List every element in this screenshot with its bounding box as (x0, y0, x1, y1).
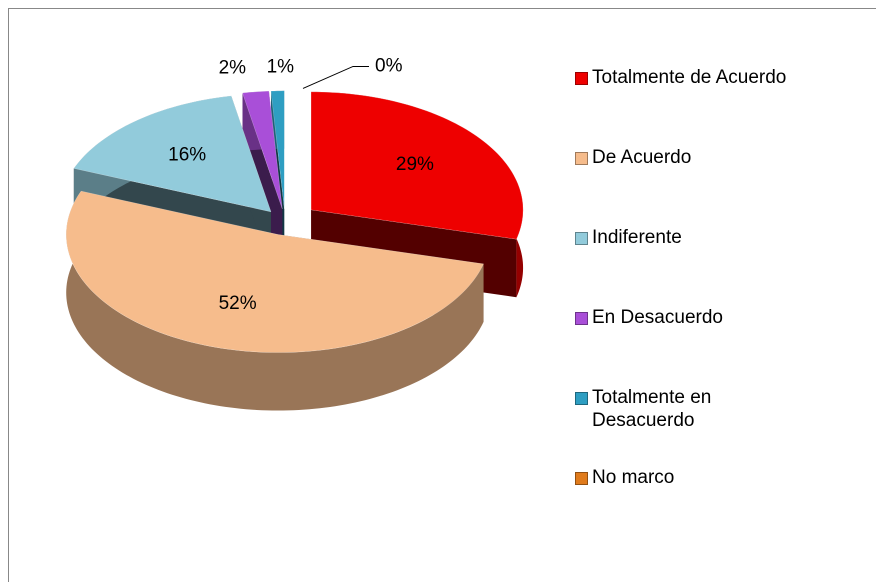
legend-label: No marco (592, 467, 675, 488)
legend-swatch (575, 72, 588, 85)
slice (242, 90, 283, 209)
slice-side (66, 191, 484, 411)
data-label: 29% (396, 154, 434, 175)
slice (65, 190, 484, 353)
legend-swatch (575, 152, 588, 165)
data-label: 1% (267, 56, 295, 77)
data-label: 16% (168, 144, 206, 165)
leader-line (302, 65, 369, 89)
legend-swatch (575, 392, 588, 405)
legend-label: De Acuerdo (592, 147, 692, 168)
legend-label: En Desacuerdo (592, 307, 723, 328)
legend-label: Indiferente (592, 227, 682, 248)
data-label: 2% (219, 57, 247, 78)
legend-swatch (575, 232, 588, 245)
legend-swatch (575, 312, 588, 325)
chart-frame (8, 8, 876, 582)
legend-label: Totalmente de Acuerdo (592, 67, 787, 88)
legend-swatch (575, 472, 588, 485)
slice (270, 90, 285, 209)
legend-label: Totalmente en Desacuerdo (592, 387, 712, 431)
slice (310, 91, 524, 240)
data-label: 0% (375, 55, 403, 76)
data-label: 52% (219, 293, 257, 314)
slice (73, 95, 272, 213)
